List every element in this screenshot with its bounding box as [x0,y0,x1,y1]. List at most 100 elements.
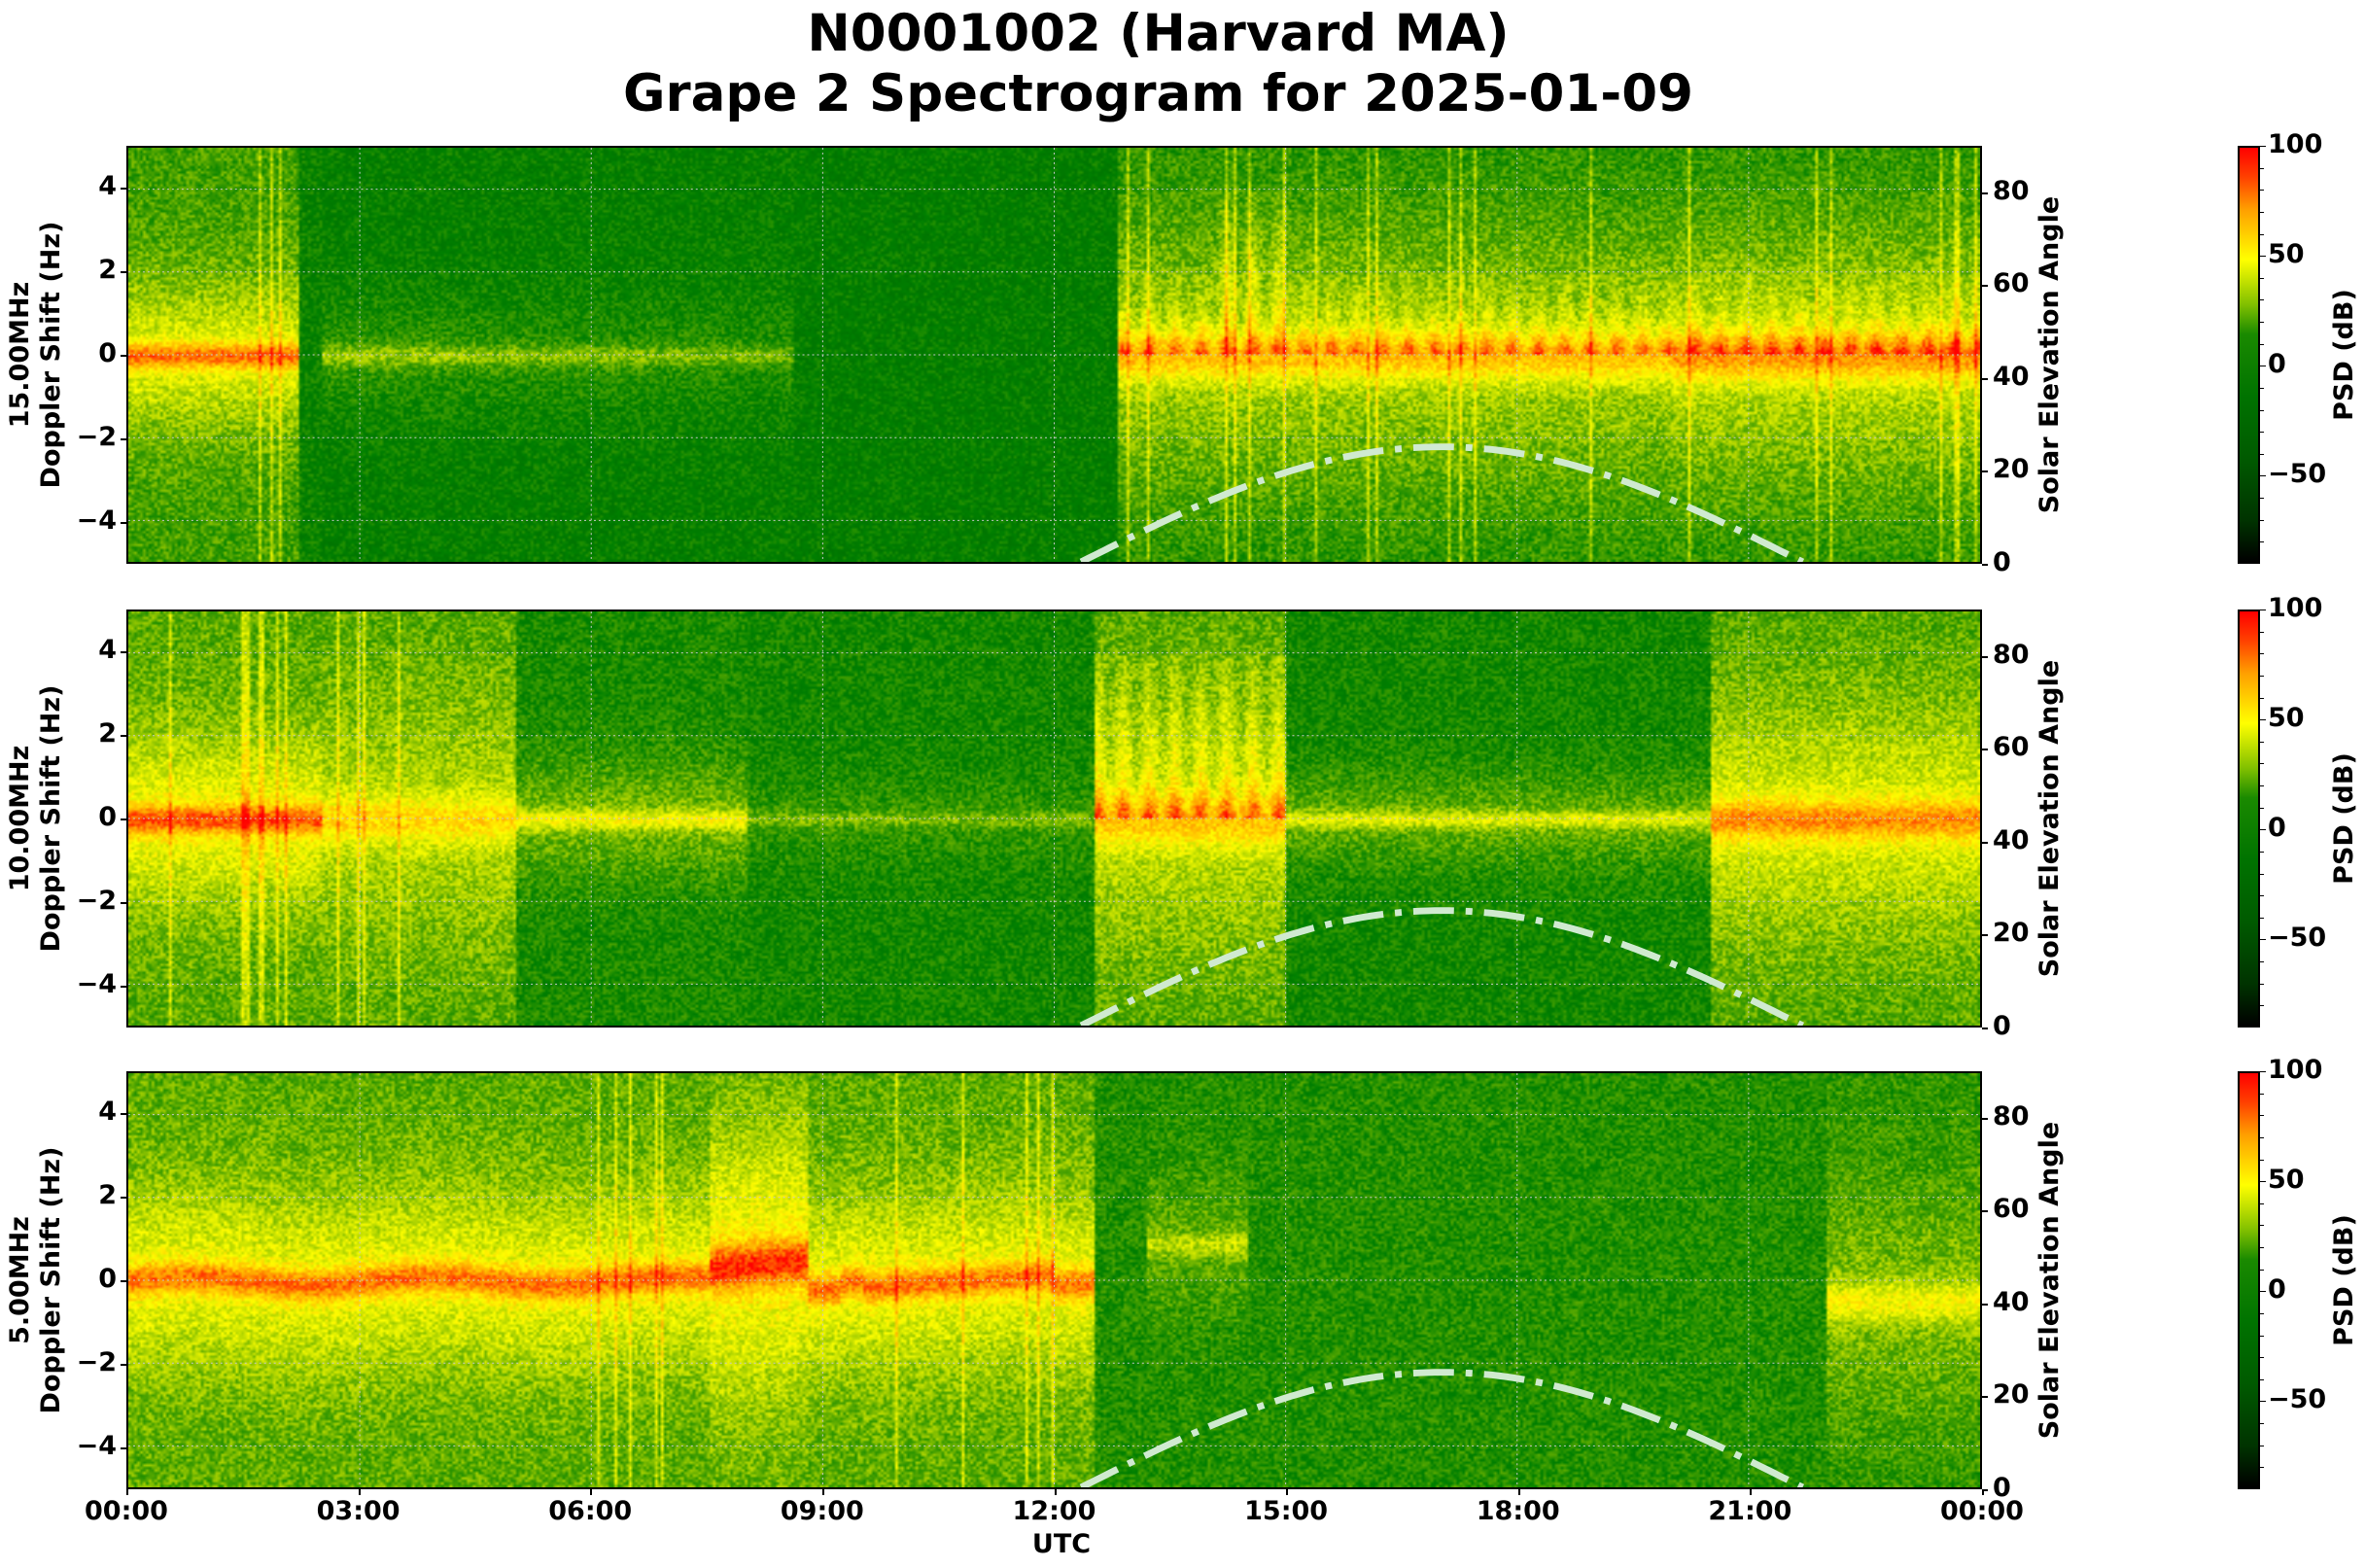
y2-tick-label: 40 [1993,824,2030,855]
colorbar-tick-mark [2260,675,2264,677]
colorbar-tick-mark [2260,939,2266,941]
colorbar-tick-mark [2260,211,2264,213]
colorbar-tick-mark [2260,719,2266,721]
colorbar-tick-mark [2260,1136,2264,1138]
solar-elevation-axis-title: Solar Elevation Angle [2035,195,2065,514]
colorbar-tick-mark [2260,1005,2264,1007]
y-tick-label: 4 [98,171,117,201]
y2-tick-label: 80 [1993,1100,2030,1132]
frequency-label: 5.00MHz [5,1216,35,1344]
colorbar-tick-mark [2260,233,2264,235]
colorbar [2238,610,2260,1028]
colorbar-tick-label: 50 [2268,703,2305,734]
colorbar-tick-mark [2260,190,2264,192]
x-tick-mark [1517,1489,1520,1495]
chart-title-line2: Grape 2 Spectrogram for 2025-01-09 [622,64,1694,123]
doppler-shift-label: Doppler Shift (Hz) [36,1146,66,1414]
colorbar-tick-mark [2260,961,2264,963]
doppler-shift-label: Doppler Shift (Hz) [36,684,66,953]
x-axis-label: UTC [1031,1529,1092,1559]
colorbar-tick-mark [2260,1093,2264,1095]
colorbar-title: PSD (dB) [2329,1214,2359,1346]
colorbar-tick-mark [2260,763,2264,765]
y2-tick-label: 20 [1993,1379,2030,1411]
x-tick-mark [126,1489,128,1495]
y2-tick-label: 60 [1993,732,2030,763]
colorbar-tick-label: 100 [2268,129,2323,159]
y-tick-label: −4 [76,505,117,536]
y2-tick-mark [1982,1303,1988,1306]
colorbar-tick-mark [2260,299,2264,301]
x-tick-mark [358,1489,361,1495]
colorbar-tick-mark [2260,453,2264,455]
x-tick-label: 00:00 [85,1496,168,1526]
y2-tick-label: 20 [1993,918,2030,949]
x-tick-label: 18:00 [1476,1496,1560,1526]
y2-tick-mark [1982,841,1988,844]
x-tick-mark [821,1489,824,1495]
colorbar-tick-label: 0 [2268,813,2286,844]
colorbar-tick-mark [2260,1071,2266,1072]
colorbar-tick-label: −50 [2268,1384,2327,1415]
colorbar-tick-mark [2260,785,2264,787]
y2-tick-mark [1982,377,1988,380]
spectrogram-panel-0 [126,146,1982,564]
y-tick-mark [121,271,126,273]
x-tick-label: 21:00 [1708,1496,1792,1526]
y-tick-mark [121,1280,126,1282]
y-tick-mark [121,188,126,190]
colorbar-tick-mark [2260,498,2264,500]
colorbar-title: PSD (dB) [2329,752,2359,885]
x-tick-mark [1286,1489,1289,1495]
x-tick-label: 03:00 [316,1496,400,1526]
y2-tick-mark [1982,470,1988,473]
grid-and-solar-overlay [128,611,1980,1026]
colorbar-tick-mark [2260,1269,2264,1271]
colorbar-tick-mark [2260,1181,2266,1183]
y-tick-label: −4 [76,1431,117,1461]
colorbar [2238,146,2260,564]
y2-tick-label: 80 [1993,175,2030,206]
colorbar-tick-mark [2260,541,2264,543]
colorbar-tick-label: 0 [2268,349,2286,380]
colorbar-tick-mark [2260,146,2266,147]
colorbar-tick-mark [2260,741,2264,743]
colorbar-tick-mark [2260,697,2264,699]
y2-tick-mark [1982,934,1988,937]
y-tick-label: 2 [98,1180,117,1210]
chart-title-line1: N0001002 (Harvard MA) [807,4,1510,63]
y-tick-label: −2 [76,1347,117,1377]
colorbar-tick-mark [2260,1291,2266,1293]
x-tick-label: 15:00 [1244,1496,1329,1526]
colorbar-tick-mark [2260,519,2264,521]
frequency-label: 15.00MHz [5,281,35,429]
colorbar-tick-mark [2260,1225,2264,1227]
colorbar-tick-label: 100 [2268,1055,2323,1085]
colorbar [2238,1071,2260,1489]
colorbar-tick-mark [2260,256,2266,258]
y2-tick-label: 0 [1993,547,2011,577]
y2-tick-label: 80 [1993,639,2030,670]
y-tick-label: −2 [76,422,117,452]
y-tick-label: 0 [98,802,117,832]
colorbar-tick-mark [2260,829,2266,831]
y-tick-label: 2 [98,718,117,749]
y-tick-label: 2 [98,255,117,285]
colorbar-tick-mark [2260,851,2264,853]
grid-and-solar-overlay [128,148,1980,562]
y-tick-mark [121,735,126,737]
y-axis-title: 5.00MHz Doppler Shift (Hz) [5,1071,73,1489]
y-tick-label: 0 [98,338,117,368]
y2-tick-mark [1982,192,1988,194]
y-tick-mark [121,1447,126,1449]
y-axis-title: 10.00MHz Doppler Shift (Hz) [5,610,73,1028]
x-tick-mark [1054,1489,1057,1495]
y2-tick-mark [1982,285,1988,288]
y2-tick-mark [1982,1210,1988,1213]
colorbar-tick-mark [2260,653,2264,655]
colorbar-tick-mark [2260,1423,2264,1425]
solar-elevation-curve [1079,1369,1805,1487]
colorbar-tick-label: 50 [2268,239,2305,270]
y2-tick-mark [1982,1028,1988,1029]
doppler-shift-label: Doppler Shift (Hz) [36,221,66,489]
